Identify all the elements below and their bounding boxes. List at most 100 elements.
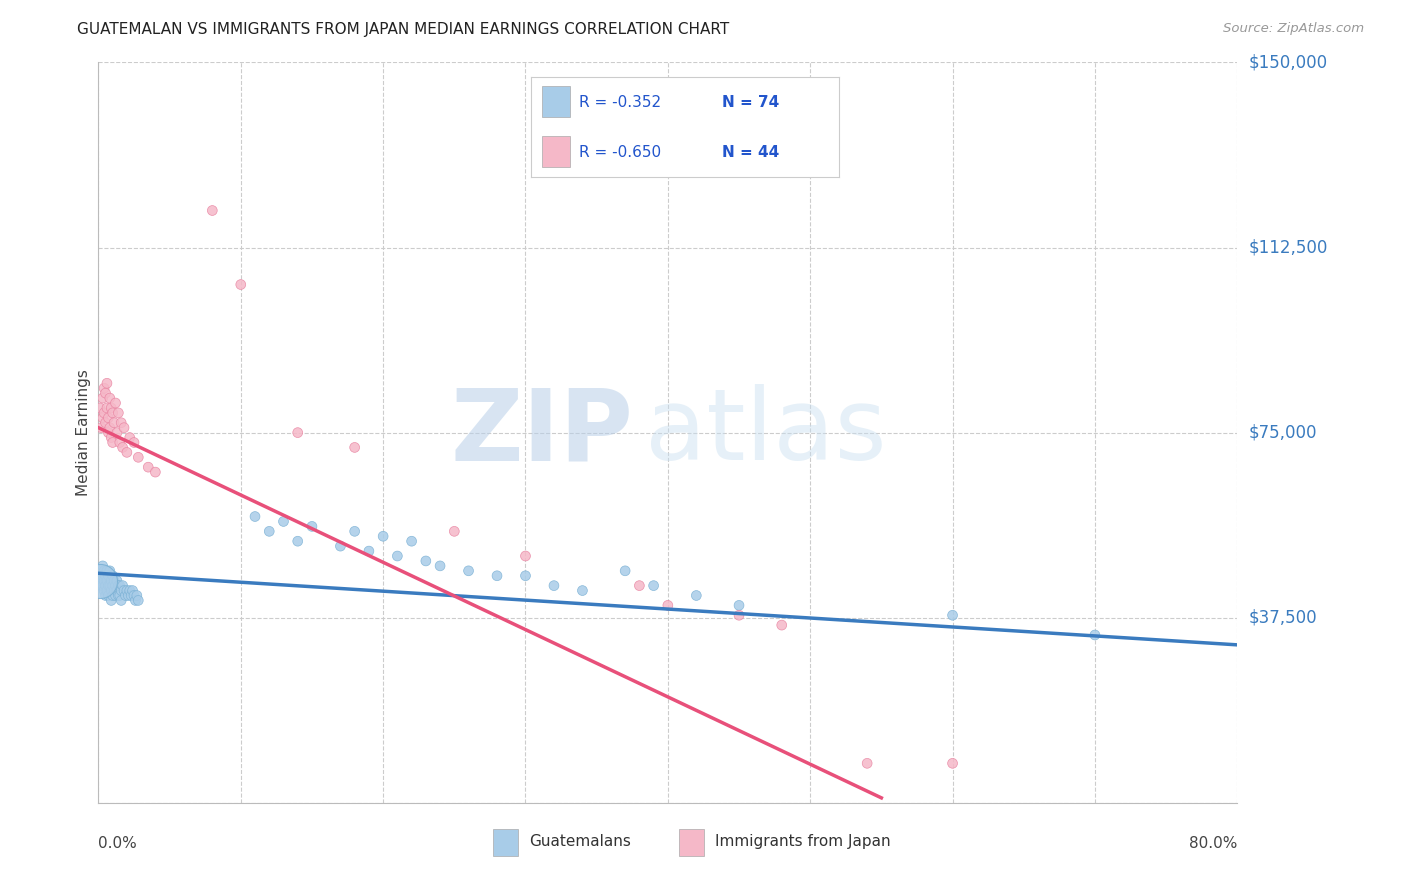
Text: 80.0%: 80.0% [1189, 836, 1237, 851]
Point [91, 391, 114, 405]
Text: GUATEMALAN VS IMMIGRANTS FROM JAPAN MEDIAN EARNINGS CORRELATION CHART: GUATEMALAN VS IMMIGRANTS FROM JAPAN MEDI… [77, 22, 730, 37]
Point [201, 203, 224, 218]
Point [103, 416, 125, 430]
Point [105, 583, 128, 598]
Text: atlas: atlas [645, 384, 887, 481]
Point [515, 568, 537, 582]
Point [117, 589, 139, 603]
Point [94, 386, 117, 401]
Point [90, 420, 112, 434]
Point [101, 589, 124, 603]
Point [89, 574, 111, 588]
Point [110, 416, 132, 430]
Point [100, 431, 122, 445]
Point [100, 583, 122, 598]
Point [96, 583, 118, 598]
Point [329, 539, 352, 553]
Point [543, 579, 565, 593]
Point [112, 420, 135, 434]
Point [856, 756, 879, 771]
Point [108, 435, 131, 450]
Point [103, 574, 125, 588]
Point [115, 583, 138, 598]
Point [96, 401, 118, 415]
Point [100, 593, 122, 607]
Point [127, 593, 149, 607]
Point [136, 460, 159, 475]
Point [114, 589, 136, 603]
Point [96, 564, 118, 578]
Point [97, 568, 120, 582]
Point [614, 564, 637, 578]
Point [90, 579, 112, 593]
Point [273, 515, 295, 529]
Point [121, 583, 143, 598]
Point [98, 564, 121, 578]
Point [120, 589, 142, 603]
Point [93, 583, 115, 598]
Point [96, 574, 118, 588]
Point [91, 410, 114, 425]
Point [387, 549, 409, 563]
Point [93, 381, 115, 395]
Point [486, 568, 509, 582]
Point [118, 583, 141, 598]
Point [107, 589, 129, 603]
Point [145, 465, 167, 479]
Point [259, 524, 281, 539]
Point [124, 593, 146, 607]
Point [571, 583, 593, 598]
Point [98, 579, 121, 593]
Y-axis label: Median Earnings: Median Earnings [76, 369, 91, 496]
Point [118, 431, 141, 445]
Point [243, 509, 266, 524]
Point [89, 574, 111, 588]
Point [728, 608, 751, 623]
Point [112, 583, 135, 598]
Point [96, 376, 118, 391]
Point [93, 564, 115, 578]
Text: ZIP: ZIP [451, 384, 634, 481]
Point [515, 549, 537, 563]
Point [110, 593, 132, 607]
Point [104, 589, 127, 603]
Point [122, 435, 145, 450]
Point [101, 406, 124, 420]
Point [101, 579, 124, 593]
Point [415, 554, 437, 568]
Point [728, 599, 751, 613]
Point [98, 420, 121, 434]
Point [110, 583, 132, 598]
Point [107, 406, 129, 420]
Point [111, 441, 134, 455]
Text: $112,500: $112,500 [1249, 238, 1327, 257]
Point [457, 564, 479, 578]
Point [287, 534, 309, 549]
Point [122, 589, 145, 603]
Text: $75,000: $75,000 [1249, 424, 1317, 442]
Point [373, 529, 395, 543]
Point [105, 425, 128, 440]
Point [105, 574, 128, 588]
Point [97, 589, 120, 603]
Point [98, 391, 121, 405]
Point [125, 589, 148, 603]
Point [111, 579, 134, 593]
Point [108, 579, 131, 593]
Text: $150,000: $150,000 [1249, 54, 1327, 71]
Point [104, 579, 127, 593]
Point [942, 608, 965, 623]
Point [443, 524, 465, 539]
Point [101, 435, 124, 450]
Point [100, 574, 122, 588]
Point [94, 579, 117, 593]
Point [100, 401, 122, 415]
Point [429, 558, 451, 573]
Point [93, 574, 115, 588]
Point [657, 599, 679, 613]
Point [1084, 628, 1107, 642]
Point [93, 406, 115, 420]
Point [97, 410, 120, 425]
Point [685, 589, 707, 603]
Text: $37,500: $37,500 [1249, 608, 1317, 627]
